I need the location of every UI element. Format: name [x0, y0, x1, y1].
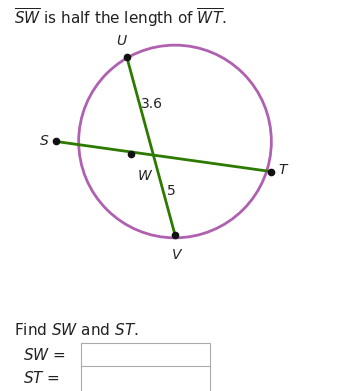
- Text: S: S: [40, 135, 49, 149]
- Text: $\overline{SW}$ is half the length of $\overline{WT}$.: $\overline{SW}$ is half the length of $\…: [14, 6, 226, 29]
- FancyBboxPatch shape: [80, 366, 210, 391]
- Text: $\mathit{SW}$ =: $\mathit{SW}$ =: [23, 347, 65, 362]
- Text: U: U: [116, 34, 126, 48]
- FancyBboxPatch shape: [80, 343, 210, 368]
- Text: 3.6: 3.6: [141, 97, 163, 111]
- Text: $\mathit{ST}$ =: $\mathit{ST}$ =: [23, 370, 60, 386]
- Text: W: W: [137, 169, 151, 183]
- Text: T: T: [279, 163, 287, 177]
- Text: 5: 5: [167, 184, 175, 198]
- Text: Find $\mathit{SW}$ and $\mathit{ST}$.: Find $\mathit{SW}$ and $\mathit{ST}$.: [14, 323, 139, 338]
- Text: V: V: [172, 248, 181, 262]
